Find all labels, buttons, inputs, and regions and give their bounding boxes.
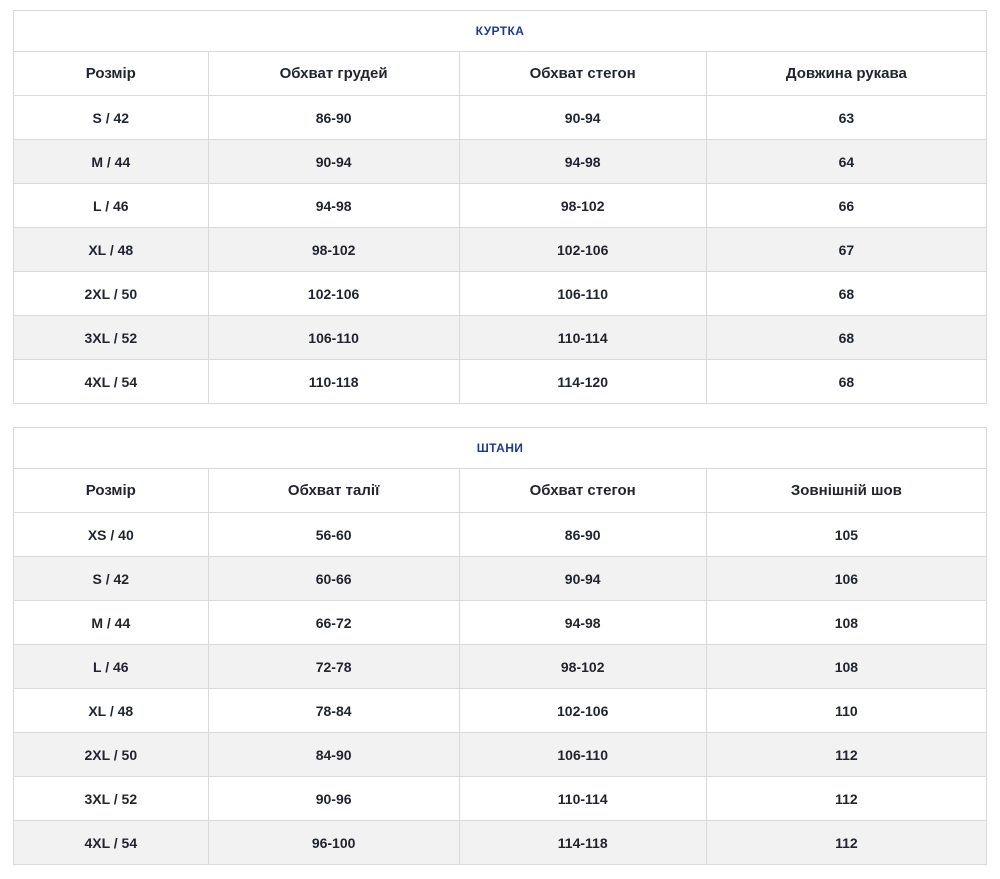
measurement-cell: 90-94 [458, 95, 707, 140]
measurement-cell: 98-102 [458, 644, 707, 689]
size-cell: L / 46 [13, 183, 209, 228]
measurement-cell: 108 [705, 644, 988, 689]
size-cell: 3XL / 52 [13, 776, 209, 821]
measurement-cell: 106-110 [458, 271, 707, 316]
measurement-cell: 106 [705, 556, 988, 601]
jacket-size-table: КУРТКА Розмір Обхват грудей Обхват стегон Д… [13, 10, 988, 404]
table-row: 2XL / 50 102-106 106-110 68 [13, 271, 988, 316]
measurement-cell: 102-106 [207, 271, 460, 316]
table-row: 3XL / 52 90-96 110-114 112 [13, 776, 988, 821]
size-cell: M / 44 [13, 139, 209, 184]
measurement-cell: 86-90 [458, 512, 707, 557]
pants-size-table: ШТАНИ Розмір Обхват талії Обхват стегон Зов… [13, 427, 988, 865]
size-cell: 4XL / 54 [13, 820, 209, 865]
measurement-cell: 102-106 [458, 688, 707, 733]
table-row: 2XL / 50 84-90 106-110 112 [13, 732, 988, 777]
measurement-cell: 68 [705, 359, 988, 404]
column-header: Розмір [13, 468, 209, 513]
size-cell: XS / 40 [13, 512, 209, 557]
column-header: Розмір [13, 51, 209, 96]
measurement-cell: 106-110 [458, 732, 707, 777]
table-row: S / 42 86-90 90-94 63 [13, 95, 988, 140]
table-header-row: Розмір Обхват талії Обхват стегон Зовнішній… [13, 468, 988, 513]
size-cell: 2XL / 50 [13, 732, 209, 777]
column-header: Зовнішній шов [705, 468, 988, 513]
size-table: ШТАНИ Розмір Обхват талії Обхват стегон Зов… [13, 427, 988, 865]
size-cell: XL / 48 [13, 227, 209, 272]
measurement-cell: 66 [705, 183, 988, 228]
measurement-cell: 98-102 [458, 183, 707, 228]
table-row: 4XL / 54 110-118 114-120 68 [13, 359, 988, 404]
size-cell: 4XL / 54 [13, 359, 209, 404]
measurement-cell: 110-114 [458, 315, 707, 360]
table-row: 4XL / 54 96-100 114-118 112 [13, 820, 988, 865]
size-cell: S / 42 [13, 95, 209, 140]
table-title-row: КУРТКА [13, 10, 987, 52]
measurement-cell: 94-98 [458, 139, 707, 184]
table-title-row: ШТАНИ [13, 427, 987, 469]
size-cell: 2XL / 50 [13, 271, 209, 316]
measurement-cell: 86-90 [207, 95, 460, 140]
measurement-cell: 110 [705, 688, 988, 733]
size-cell: M / 44 [13, 600, 209, 645]
column-header: Обхват талії [207, 468, 460, 513]
measurement-cell: 114-118 [458, 820, 707, 865]
measurement-cell: 90-94 [458, 556, 707, 601]
column-header: Довжина рукава [705, 51, 988, 96]
measurement-cell: 78-84 [207, 688, 460, 733]
measurement-cell: 106-110 [207, 315, 460, 360]
measurement-cell: 94-98 [207, 183, 460, 228]
measurement-cell: 112 [705, 776, 988, 821]
measurement-cell: 63 [705, 95, 988, 140]
size-cell: S / 42 [13, 556, 209, 601]
measurement-cell: 112 [705, 732, 988, 777]
table-header-row: Розмір Обхват грудей Обхват стегон Довжина … [13, 51, 988, 96]
table-row: M / 44 90-94 94-98 64 [13, 139, 988, 184]
table-body: S / 42 86-90 90-94 63 M / 44 90-94 94-98 64 L / … [13, 95, 988, 404]
table-row: 3XL / 52 106-110 110-114 68 [13, 315, 988, 360]
size-cell: 3XL / 52 [13, 315, 209, 360]
size-table: КУРТКА Розмір Обхват грудей Обхват стегон Д… [13, 10, 988, 404]
measurement-cell: 68 [705, 315, 988, 360]
measurement-cell: 110-118 [207, 359, 460, 404]
table-title: КУРТКА [13, 10, 987, 52]
measurement-cell: 98-102 [207, 227, 460, 272]
measurement-cell: 112 [705, 820, 988, 865]
measurement-cell: 96-100 [207, 820, 460, 865]
measurement-cell: 66-72 [207, 600, 460, 645]
measurement-cell: 90-96 [207, 776, 460, 821]
table-row: M / 44 66-72 94-98 108 [13, 600, 988, 645]
table-row: L / 46 94-98 98-102 66 [13, 183, 988, 228]
measurement-cell: 94-98 [458, 600, 707, 645]
column-header: Обхват стегон [458, 51, 707, 96]
measurement-cell: 84-90 [207, 732, 460, 777]
measurement-cell: 64 [705, 139, 988, 184]
measurement-cell: 68 [705, 271, 988, 316]
table-row: S / 42 60-66 90-94 106 [13, 556, 988, 601]
column-header: Обхват стегон [458, 468, 707, 513]
column-header: Обхват грудей [207, 51, 460, 96]
table-title: ШТАНИ [13, 427, 987, 469]
measurement-cell: 90-94 [207, 139, 460, 184]
table-row: XS / 40 56-60 86-90 105 [13, 512, 988, 557]
measurement-cell: 67 [705, 227, 988, 272]
measurement-cell: 110-114 [458, 776, 707, 821]
measurement-cell: 102-106 [458, 227, 707, 272]
table-row: L / 46 72-78 98-102 108 [13, 644, 988, 689]
table-row: XL / 48 78-84 102-106 110 [13, 688, 988, 733]
measurement-cell: 56-60 [207, 512, 460, 557]
table-body: XS / 40 56-60 86-90 105 S / 42 60-66 90-94 106 M… [13, 512, 988, 865]
measurement-cell: 108 [705, 600, 988, 645]
size-cell: L / 46 [13, 644, 209, 689]
size-cell: XL / 48 [13, 688, 209, 733]
table-row: XL / 48 98-102 102-106 67 [13, 227, 988, 272]
measurement-cell: 114-120 [458, 359, 707, 404]
measurement-cell: 60-66 [207, 556, 460, 601]
measurement-cell: 72-78 [207, 644, 460, 689]
measurement-cell: 105 [705, 512, 988, 557]
